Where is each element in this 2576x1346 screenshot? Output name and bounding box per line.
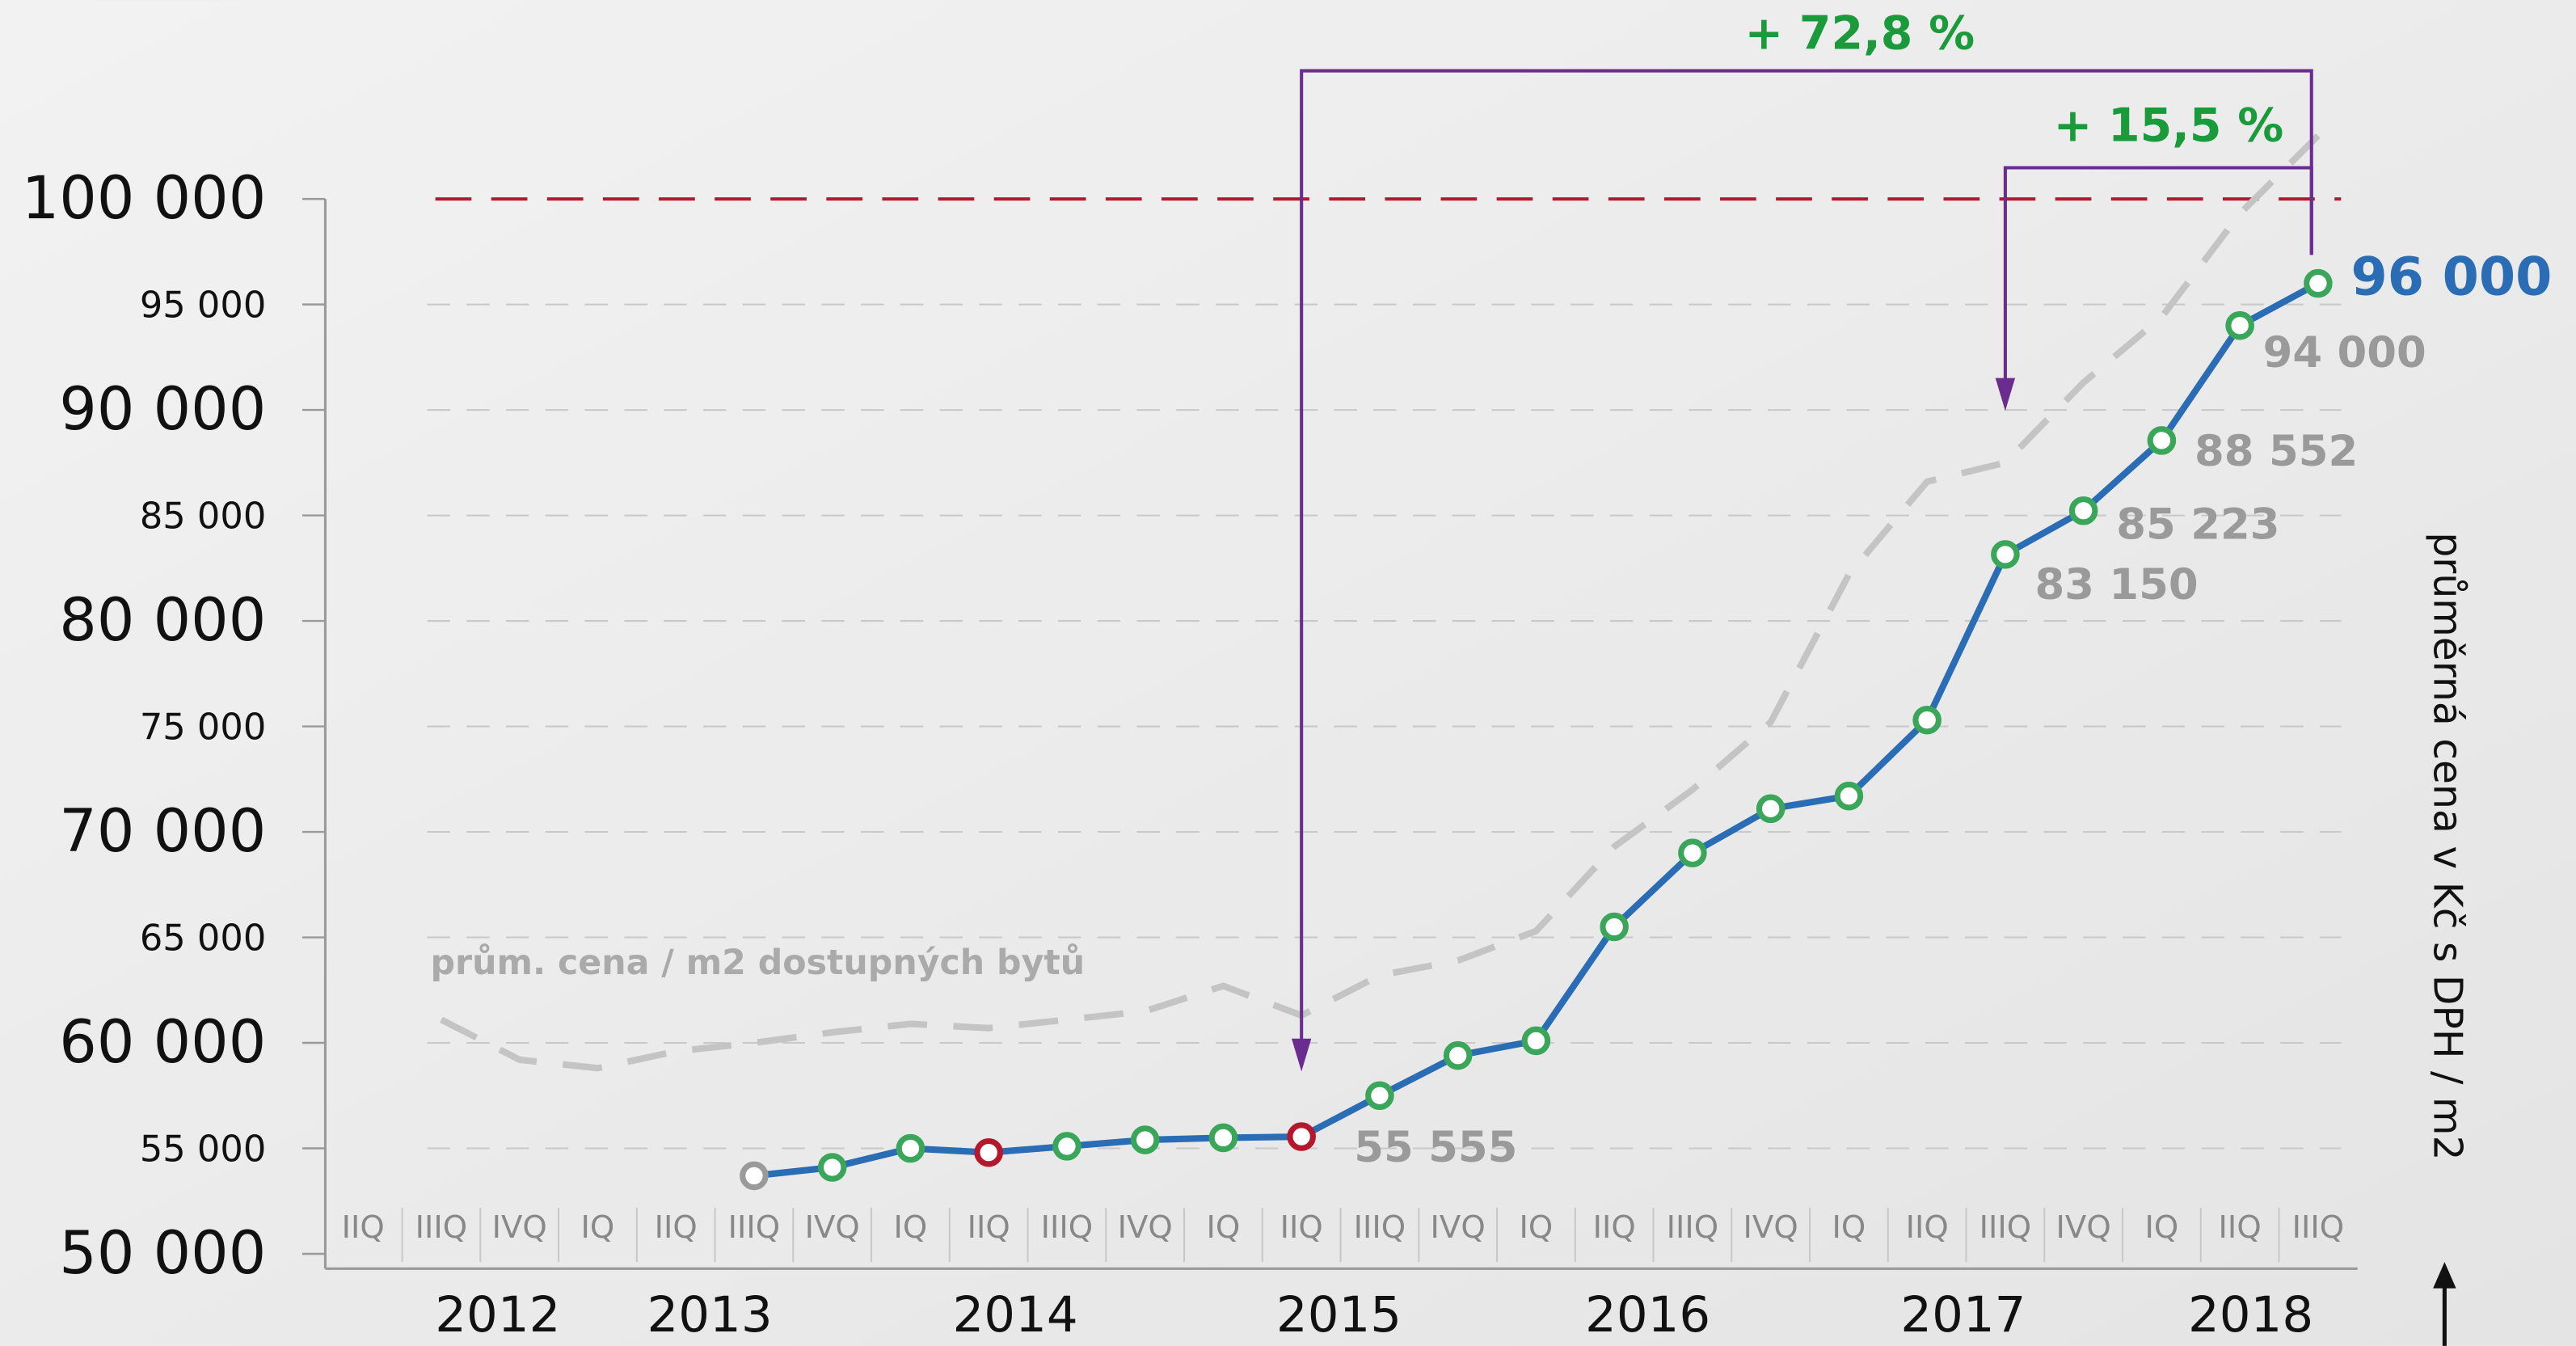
x-tick-label: IVQ: [1118, 1209, 1173, 1246]
x-tick-label: IVQ: [1431, 1209, 1486, 1246]
year-label: 2016: [1585, 1286, 1710, 1344]
value-label: 96 000: [2351, 247, 2553, 308]
year-label: 2014: [953, 1286, 1078, 1344]
x-tick-label: IVQ: [2056, 1209, 2111, 1246]
x-tick-label: IIIQ: [1667, 1209, 1719, 1246]
year-label: 2018: [2188, 1286, 2313, 1344]
y-tick-label: 95 000: [140, 284, 266, 327]
x-tick-label: IQ: [581, 1209, 615, 1246]
x-tick-label: IQ: [2145, 1209, 2179, 1246]
y-tick-label: 85 000: [140, 495, 266, 538]
x-tick-label: IQ: [1832, 1209, 1866, 1246]
data-point: [1056, 1135, 1078, 1158]
x-tick-label: IQ: [1207, 1209, 1241, 1246]
y-tick-label: 50 000: [59, 1219, 266, 1288]
x-tick-label: IIIQ: [728, 1209, 781, 1246]
value-label: 83 150: [2034, 560, 2198, 610]
y-tick-label: 75 000: [140, 706, 266, 749]
value-label: 94 000: [2263, 328, 2426, 378]
data-point: [977, 1141, 1000, 1164]
background: [0, 0, 2576, 1346]
series-label: prům. cena / m2 dostupných bytů: [431, 943, 1086, 983]
x-tick-label: IIIQ: [2292, 1209, 2345, 1246]
x-tick-label: IVQ: [492, 1209, 547, 1246]
year-label: 2015: [1276, 1286, 1402, 1344]
data-point: [2072, 500, 2094, 522]
x-tick-label: IQ: [894, 1209, 928, 1246]
data-point: [743, 1164, 765, 1187]
x-tick-label: IQ: [1520, 1209, 1554, 1246]
value-label: 85 223: [2116, 500, 2279, 550]
y-tick-label: 65 000: [140, 917, 266, 960]
value-label: 88 552: [2194, 427, 2358, 476]
y-tick-label: 80 000: [59, 586, 266, 655]
x-tick-label: IIQ: [655, 1209, 698, 1246]
data-point: [1446, 1044, 1469, 1066]
annotation-label: + 15,5 %: [2054, 99, 2284, 152]
data-point: [1837, 784, 1860, 807]
data-point: [820, 1156, 843, 1179]
data-point: [1212, 1126, 1234, 1149]
year-label: 2013: [647, 1286, 772, 1344]
y-tick-label: 100 000: [22, 164, 267, 233]
data-point: [1133, 1129, 1156, 1151]
y-tick-label: 60 000: [59, 1008, 266, 1077]
annotation-label: + 72,8 %: [1744, 7, 1975, 61]
data-point: [2307, 272, 2329, 294]
data-point: [1759, 797, 1781, 820]
value-label: 55 555: [1354, 1123, 1517, 1172]
data-point: [899, 1137, 921, 1159]
x-tick-label: IVQ: [805, 1209, 860, 1246]
data-point: [1368, 1084, 1391, 1107]
x-tick-label: IIIQ: [1041, 1209, 1094, 1246]
x-tick-label: IIQ: [1906, 1209, 1949, 1246]
y-axis-label: průměrná cena v Kč s DPH / m2: [2424, 532, 2470, 1160]
data-point: [1290, 1125, 1313, 1148]
data-point: [1916, 709, 1938, 732]
x-tick-label: IIIQ: [1354, 1209, 1406, 1246]
x-tick-label: IIQ: [1593, 1209, 1636, 1246]
data-point: [1524, 1029, 1547, 1052]
x-tick-label: IVQ: [1743, 1209, 1798, 1246]
data-point: [1994, 543, 2017, 566]
x-tick-label: IIQ: [2219, 1209, 2262, 1246]
y-tick-label: 70 000: [59, 797, 266, 866]
year-label: 2012: [435, 1286, 560, 1344]
x-tick-label: IIIQ: [1979, 1209, 2032, 1246]
x-tick-label: IIQ: [1280, 1209, 1323, 1246]
x-tick-label: IIQ: [342, 1209, 385, 1246]
data-point: [1603, 915, 1625, 938]
y-tick-label: 90 000: [59, 375, 266, 444]
year-label: 2017: [1900, 1286, 2026, 1344]
chart: průměrná cena v Kč s DPH / m2 50 000 55 0…: [0, 0, 2576, 1346]
data-point: [2150, 429, 2173, 452]
x-tick-label: IIQ: [968, 1209, 1010, 1246]
y-tick-label: 55 000: [140, 1128, 266, 1171]
x-tick-label: IIIQ: [415, 1209, 468, 1246]
data-point: [2228, 314, 2251, 336]
data-point: [1681, 842, 1704, 864]
